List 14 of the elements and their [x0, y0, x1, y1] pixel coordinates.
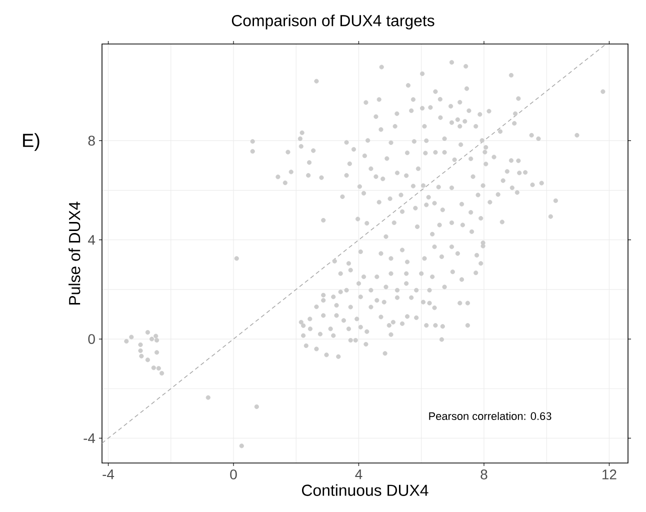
- text: E): [23, 133, 40, 151]
- y-tick-label: 8: [88, 136, 95, 146]
- y-axis-title: Pulse of DUX4: [68, 202, 80, 304]
- x-tick-label: -4: [102, 470, 114, 480]
- y-tick-label: 4: [88, 235, 96, 245]
- chart-title: Comparison of DUX4 targets: [232, 14, 434, 30]
- x-tick-label: 4: [355, 470, 362, 480]
- x-tick-label: 12: [602, 470, 616, 480]
- y-tick-label: 0: [88, 334, 95, 344]
- x-tick-label: 0: [230, 470, 237, 480]
- annotation: Pearson correlation: 0.63: [429, 412, 552, 420]
- x-tick-label: 8: [480, 470, 488, 480]
- x-axis-title: Continuous DUX4: [302, 484, 428, 496]
- y-tick-label: -4: [84, 433, 96, 444]
